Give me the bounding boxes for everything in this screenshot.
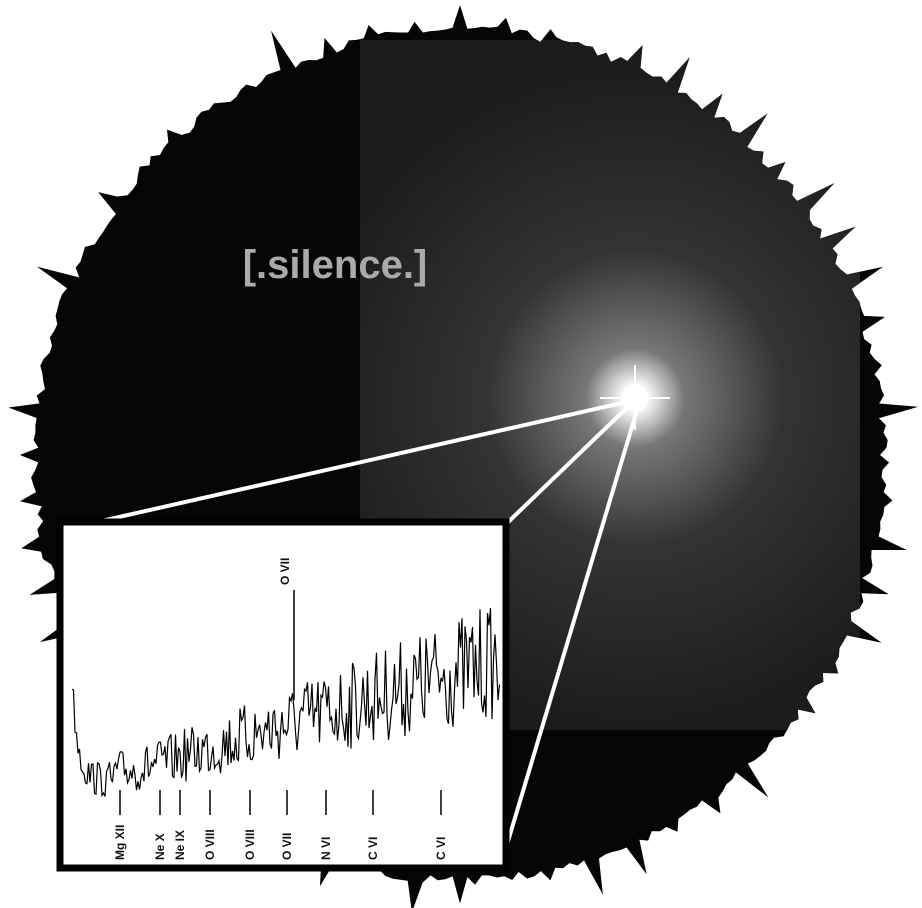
line-label: C VI bbox=[366, 837, 380, 860]
title: [.silence.] bbox=[243, 243, 428, 287]
line-label: O VIII bbox=[243, 829, 257, 860]
line-label: O VII bbox=[278, 558, 292, 585]
spectrum-trace bbox=[71, 607, 501, 798]
pointer-lines bbox=[74, 398, 639, 859]
spectrum: O VII Mg XII Ne X Ne IX O VIII O VIII O VII N V… bbox=[71, 558, 501, 860]
spectrum-inset bbox=[56, 518, 510, 872]
line-label: Mg XII bbox=[113, 825, 127, 860]
line-label: O VIII bbox=[203, 829, 217, 860]
line-label: O VII bbox=[280, 833, 294, 860]
line-label: C VI bbox=[434, 837, 448, 860]
line-label: N VI bbox=[319, 837, 333, 860]
line-label: Ne IX bbox=[173, 830, 187, 860]
line-label: Ne X bbox=[153, 833, 167, 860]
